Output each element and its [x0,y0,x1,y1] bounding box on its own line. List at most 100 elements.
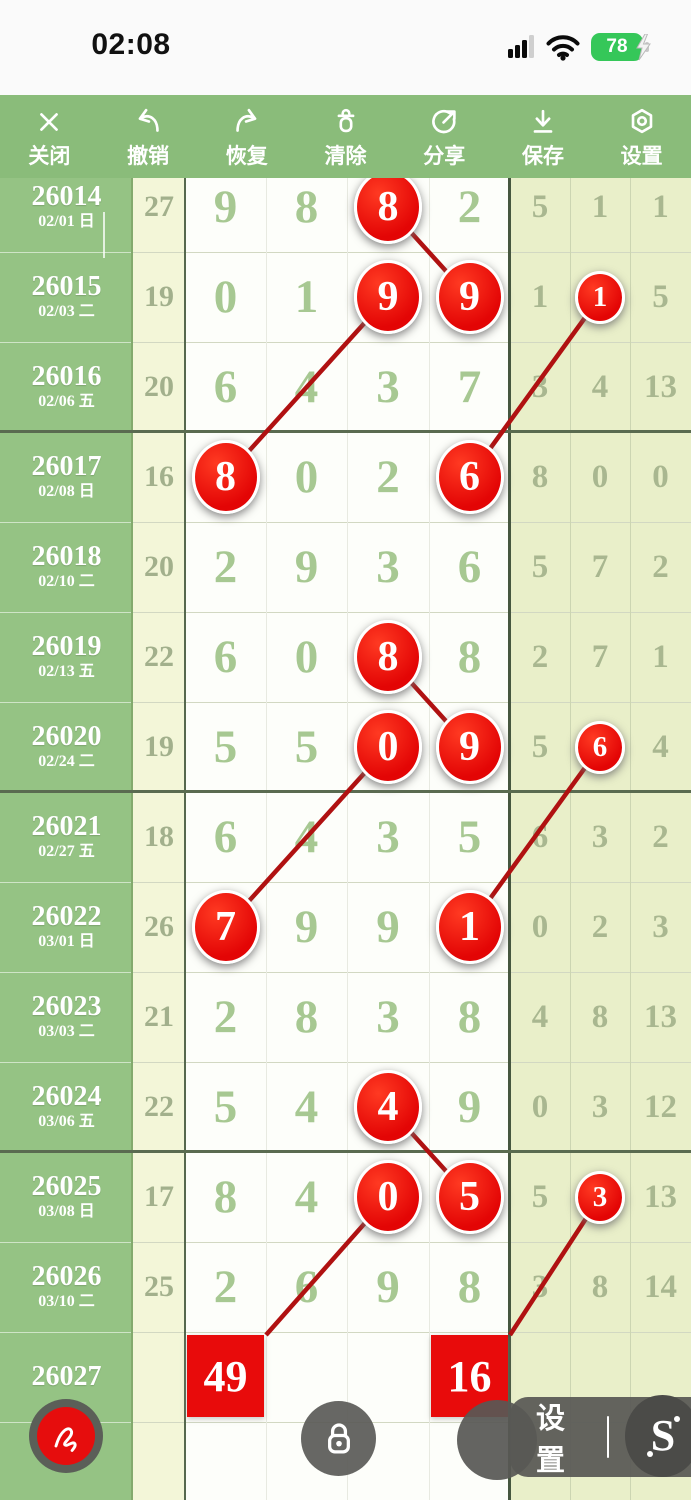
share-button[interactable]: 分享 [395,95,494,178]
draw-date: 02/01 日 [38,213,95,230]
prediction-box: 16 [431,1335,508,1417]
period-number: 26025 [31,1171,102,1202]
sum-cell: 20 [133,342,185,432]
toolbar-item-label: 关闭 [28,145,71,168]
signature-draw-button[interactable] [29,1399,103,1473]
sum-cell: 22 [133,1062,185,1152]
grid-line [0,790,691,793]
grid-line [133,702,691,703]
redo-button[interactable]: 恢复 [197,95,296,178]
digit-cell: 8 [429,972,510,1062]
row-label: 26026 03/10 二 [0,1242,133,1332]
digit-cell [347,1332,429,1422]
digit-cell: 3 [347,792,429,882]
extra-cell: 6 [510,792,570,882]
extra-cell: 13 [630,972,691,1062]
close-button[interactable]: 关闭 [0,95,99,178]
curve-tool-button[interactable]: S [625,1395,691,1477]
marked-number: 5 [435,1160,504,1234]
period-number: 26016 [31,361,102,392]
draw-date: 03/06 五 [38,1113,95,1130]
digit-cell: 6 [266,1242,347,1332]
draw-date: 02/10 二 [38,573,95,590]
digit-cell: 2 [347,432,429,522]
sum-cell: 19 [133,702,185,792]
extra-cell: 0 [570,432,630,522]
lock-icon [327,1422,350,1453]
digit-cell: 5 [185,1062,266,1152]
battery-percent: 78 [606,36,628,57]
save-button[interactable]: 保存 [494,95,593,178]
extra-cell: 3 [570,792,630,882]
grid-line [0,882,133,883]
marked-number: 9 [354,260,422,334]
digit-cell: 8 [429,612,510,702]
draw-date: 03/08 日 [38,1203,95,1220]
extra-cell: 7 [570,522,630,612]
draw-date: 03/10 二 [38,1293,95,1310]
marked-number: 7 [191,890,260,964]
toolbar-item-label: 恢复 [225,145,268,168]
grid-line [0,1332,133,1333]
period-number: 26027 [31,1361,102,1392]
settings-icon [631,108,652,134]
digit-cell: 4 [266,1152,347,1242]
period-number: 26018 [31,541,102,572]
digit-cell: 3 [347,522,429,612]
grid-line [266,162,267,1500]
digit-cell: 3 [347,342,429,432]
grid-line [0,702,133,703]
row-label: 26019 02/13 五 [0,612,133,702]
redo-icon [236,108,257,132]
digit-cell [185,1422,266,1500]
period-number: 26024 [31,1081,102,1112]
grid-line [508,162,511,1500]
digit-cell: 6 [429,522,510,612]
settings-button[interactable]: 设置 [592,95,691,178]
period-number: 26017 [31,451,102,482]
clock: 02:08 [91,28,171,61]
grid-line [0,1062,133,1063]
marked-number: 8 [354,170,422,244]
extra-cell: 2 [510,612,570,702]
sum-cell: 22 [133,612,185,702]
grid-line [0,342,133,343]
sum-cell: 18 [133,792,185,882]
toolbar-item-label: 撤销 [127,145,170,168]
close-icon [40,113,59,131]
grid-line [0,612,133,613]
draw-date: 02/08 日 [38,483,95,500]
sum-cell: 20 [133,522,185,612]
period-number: 26022 [31,901,102,932]
extra-cell: 3 [510,342,570,432]
marked-number: 8 [191,440,260,514]
undo-button[interactable]: 撤销 [99,95,198,178]
lock-button[interactable] [301,1401,376,1476]
clear-button[interactable]: 清除 [296,95,395,178]
save-icon [533,109,553,133]
marked-number: 1 [575,271,625,324]
digit-cell: 5 [185,702,266,792]
grid-line [131,162,133,1500]
extra-cell: 4 [630,702,691,792]
sum-cell [133,1332,185,1422]
toolbar-divider [103,212,105,258]
period-number: 26019 [31,631,102,662]
bottom-settings-panel[interactable]: 设置 S [510,1395,691,1477]
marked-number: 9 [435,260,504,334]
grid-line [133,1422,691,1423]
extra-cell: 5 [510,702,570,792]
sum-cell: 21 [133,972,185,1062]
panel-divider [606,1416,610,1458]
digit-cell: 0 [266,612,347,702]
toolbar-item-label: 清除 [324,145,367,168]
row-label: 26021 02/27 五 [0,792,133,882]
panel-settings-label[interactable]: 设置 [536,1403,566,1477]
digit-cell: 8 [185,1152,266,1242]
marked-number: 4 [354,1070,422,1144]
period-number: 26023 [31,991,102,1022]
cellular-signal-icon [508,35,534,58]
grid-line [133,972,691,973]
extra-cell: 7 [570,612,630,702]
extra-cell: 8 [510,432,570,522]
